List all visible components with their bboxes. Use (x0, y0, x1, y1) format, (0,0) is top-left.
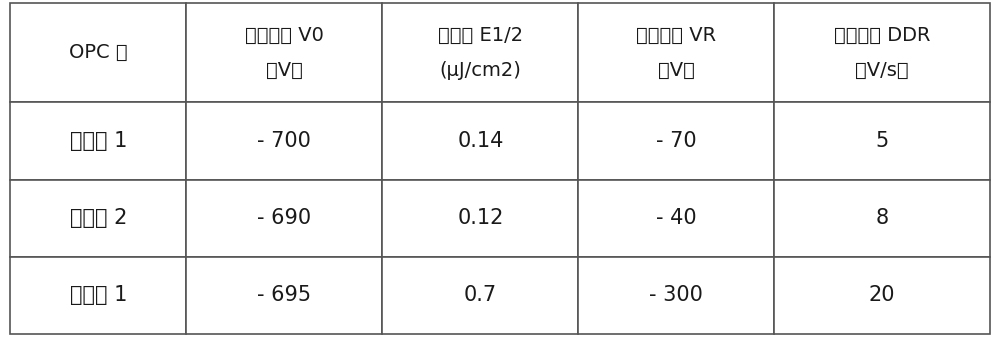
Text: - 40: - 40 (656, 208, 697, 228)
Bar (186, 102, 382, 180)
Bar (10, 180, 186, 256)
Bar (186, 3, 382, 102)
Text: 对比例 1: 对比例 1 (70, 285, 127, 305)
Text: 0.14: 0.14 (457, 131, 504, 151)
Bar (382, 3, 578, 102)
Bar (774, 102, 990, 180)
Text: 20: 20 (869, 285, 895, 305)
Text: - 300: - 300 (649, 285, 703, 305)
Text: OPC 鼓: OPC 鼓 (69, 43, 128, 62)
Text: 曙光电位 VR: 曙光电位 VR (636, 26, 716, 44)
Bar (10, 256, 186, 334)
Text: - 700: - 700 (257, 131, 311, 151)
Bar (186, 256, 382, 334)
Text: （V）: （V） (658, 61, 695, 80)
Text: (μJ/cm2): (μJ/cm2) (439, 61, 521, 80)
Bar (382, 102, 578, 180)
Bar (382, 180, 578, 256)
Text: - 690: - 690 (257, 208, 311, 228)
Text: - 695: - 695 (257, 285, 311, 305)
Bar (382, 3, 578, 102)
Bar (774, 3, 990, 102)
Text: - 70: - 70 (656, 131, 697, 151)
Bar (774, 3, 990, 102)
Bar (186, 180, 382, 256)
Bar (774, 180, 990, 256)
Bar (578, 180, 774, 256)
Bar (10, 102, 186, 180)
Bar (382, 180, 578, 256)
Bar (382, 256, 578, 334)
Bar (10, 102, 186, 180)
Text: 实施例 1: 实施例 1 (70, 131, 127, 151)
Text: （V/s）: （V/s） (855, 61, 909, 80)
Text: 8: 8 (876, 208, 889, 228)
Bar (774, 102, 990, 180)
Bar (186, 102, 382, 180)
Text: 0.7: 0.7 (464, 285, 497, 305)
Bar (186, 3, 382, 102)
Bar (10, 3, 186, 102)
Bar (578, 102, 774, 180)
Bar (578, 256, 774, 334)
Bar (578, 102, 774, 180)
Bar (774, 180, 990, 256)
Bar (382, 256, 578, 334)
Text: 实施例 2: 实施例 2 (70, 208, 127, 228)
Text: 0.12: 0.12 (457, 208, 504, 228)
Text: 灵敏度 E1/2: 灵敏度 E1/2 (438, 26, 523, 44)
Text: （V）: （V） (266, 61, 303, 80)
Bar (10, 180, 186, 256)
Bar (578, 180, 774, 256)
Bar (382, 102, 578, 180)
Text: 充电电位 V0: 充电电位 V0 (245, 26, 324, 44)
Bar (10, 256, 186, 334)
Bar (186, 180, 382, 256)
Bar (774, 256, 990, 334)
Bar (578, 3, 774, 102)
Bar (10, 3, 186, 102)
Bar (578, 256, 774, 334)
Bar (774, 256, 990, 334)
Text: 暗衰速率 DDR: 暗衰速率 DDR (834, 26, 930, 44)
Bar (578, 3, 774, 102)
Text: 5: 5 (876, 131, 889, 151)
Bar (186, 256, 382, 334)
